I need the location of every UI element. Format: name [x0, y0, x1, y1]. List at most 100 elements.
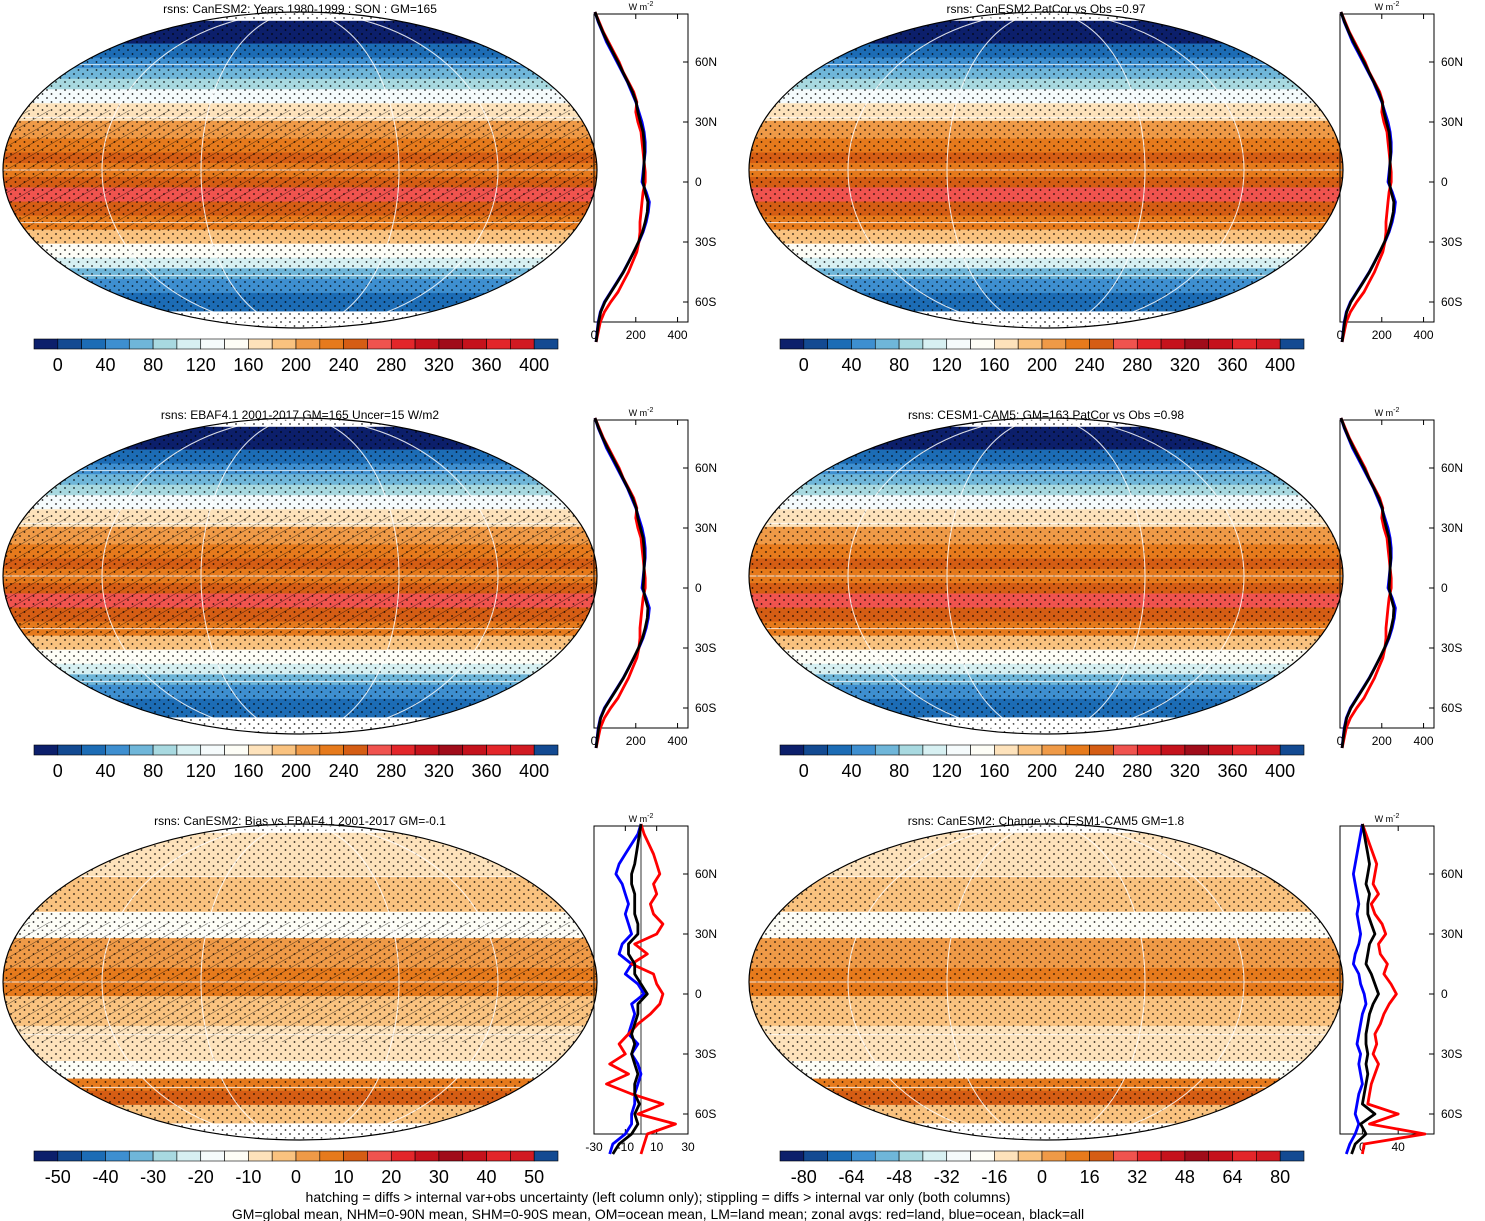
colorbar-box: [319, 1150, 344, 1162]
colorbar-box: [57, 1150, 82, 1162]
colorbar-box: [1184, 1150, 1210, 1162]
colorbar-tick-label: -40: [92, 1167, 118, 1187]
colorbar-box: [1041, 1150, 1067, 1162]
colorbar-box: [128, 1150, 154, 1162]
colorbar-box: [1232, 744, 1257, 756]
zonal-unit: W m-2: [1375, 1, 1400, 12]
colorbar-box: [152, 744, 178, 756]
colorbar-box: [1089, 1150, 1114, 1162]
colorbar-box: [779, 744, 805, 756]
colorbar-box: [57, 338, 82, 350]
colorbar-tick-label: 240: [329, 761, 359, 781]
colorbar-box: [200, 1150, 225, 1162]
colorbar-box: [33, 1150, 59, 1162]
colorbar-box: [851, 338, 876, 350]
zonal-ytick-label: 60N: [1441, 867, 1463, 881]
colorbar-box: [533, 744, 559, 756]
map-meridian: [946, 418, 1146, 734]
colorbar-tick-label: -80: [791, 1167, 817, 1187]
colorbar-tick-label: -10: [235, 1167, 261, 1187]
zonal-xtick-label: 0: [1337, 328, 1344, 342]
zonal-line-land: [1339, 417, 1393, 749]
zonal-xtick-label: 400: [668, 734, 688, 748]
colorbar-box: [271, 744, 297, 756]
zonal-ytick-label: 60N: [695, 461, 717, 475]
zonal-frame: [593, 13, 689, 323]
colorbar-tick-label: 0: [53, 355, 63, 375]
zonal-unit-base: W m: [1375, 408, 1394, 418]
colorbar-box: [438, 1150, 464, 1162]
colorbar-tick-label: 360: [472, 761, 502, 781]
colorbar-box: [1208, 1150, 1233, 1162]
zonal-line-ocean: [1339, 417, 1397, 749]
zonal-line-land: [593, 11, 647, 343]
colorbar-tick-label: 80: [143, 761, 163, 781]
colorbar-box: [898, 744, 924, 756]
colorbar-box: [1017, 338, 1043, 350]
zonal-ytick-label: 30S: [695, 1047, 716, 1061]
colorbar-box: [128, 338, 154, 350]
colorbar-box: [343, 744, 368, 756]
zonal-unit-base: W m: [629, 408, 648, 418]
colorbar-box: [390, 1150, 416, 1162]
zonal-xtick-label: 200: [626, 328, 646, 342]
colorbar-box: [176, 744, 202, 756]
colorbar-box: [922, 1150, 948, 1162]
colorbar-tick-label: 32: [1127, 1167, 1147, 1187]
colorbar-tick-label: 360: [472, 355, 502, 375]
colorbar-box: [994, 1150, 1019, 1162]
colorbar-box: [1113, 744, 1138, 756]
colorbar-box: [510, 744, 535, 756]
colorbar-box: [1232, 1150, 1257, 1162]
zonal-ytick-label: 60S: [695, 295, 716, 309]
colorbar-tick-label: 240: [1075, 761, 1105, 781]
map-meridian: [101, 824, 499, 1140]
colorbar-box: [994, 338, 1019, 350]
colorbar-box: [295, 744, 321, 756]
colorbar-tick-label: 0: [799, 355, 809, 375]
zonal-ytick-label: 0: [1441, 987, 1448, 1001]
colorbar-tick-label: 160: [233, 355, 263, 375]
colorbar-box: [271, 338, 297, 350]
colorbar-box: [248, 1150, 273, 1162]
colorbar-box: [1256, 1150, 1281, 1162]
colorbar-tick-label: 40: [95, 761, 115, 781]
colorbar-tick-label: 400: [519, 355, 549, 375]
colorbar-tick-label: 120: [186, 355, 216, 375]
colorbar-box: [827, 338, 852, 350]
colorbar-tick-label: -48: [886, 1167, 912, 1187]
colorbar-box: [1136, 338, 1162, 350]
zonal-xtick-label: 0: [591, 328, 598, 342]
zonal-ytick-label: 0: [1441, 175, 1448, 189]
colorbar-tick-label: 320: [424, 761, 454, 781]
colorbar-box: [1256, 744, 1281, 756]
zonal-unit-exp: -2: [1393, 407, 1399, 414]
zonal-line-land: [593, 417, 647, 749]
map-meridian: [946, 824, 1146, 1140]
colorbar-box: [827, 744, 852, 756]
colorbar-box: [803, 744, 828, 756]
colorbar-tick-label: 40: [841, 761, 861, 781]
colorbar-box: [1160, 1150, 1186, 1162]
zonal-unit-exp: -2: [1393, 1, 1399, 8]
colorbar-tick-label: 64: [1223, 1167, 1243, 1187]
colorbar-box: [827, 1150, 852, 1162]
zonal-xtick-label: 10: [650, 1140, 664, 1154]
zonal-xtick-label: 200: [626, 734, 646, 748]
zonal-line-ocean: [608, 823, 646, 1155]
zonal-ytick-label: 30N: [695, 521, 717, 535]
zonal-unit-base: W m: [629, 814, 648, 824]
colorbar-box: [970, 1150, 995, 1162]
zonal-ytick-label: 60N: [1441, 461, 1463, 475]
zonal-line-all: [1350, 823, 1380, 1155]
zonal-xtick-label: 200: [1372, 328, 1392, 342]
colorbar-tick-label: 40: [477, 1167, 497, 1187]
colorbar-box: [176, 338, 202, 350]
footer-line-1: hatching = diffs > internal var+obs unce…: [306, 1189, 1011, 1205]
panel-2: rsns: CanESM2 PatCor vs Obs =0.97 0 40 80 12…: [748, 1, 1463, 375]
zonal-unit: W m-2: [629, 1, 654, 12]
zonal-line-land: [1339, 11, 1393, 343]
colorbar-box: [1136, 1150, 1162, 1162]
zonal-frame: [1339, 825, 1435, 1135]
colorbar-tick-label: -30: [140, 1167, 166, 1187]
